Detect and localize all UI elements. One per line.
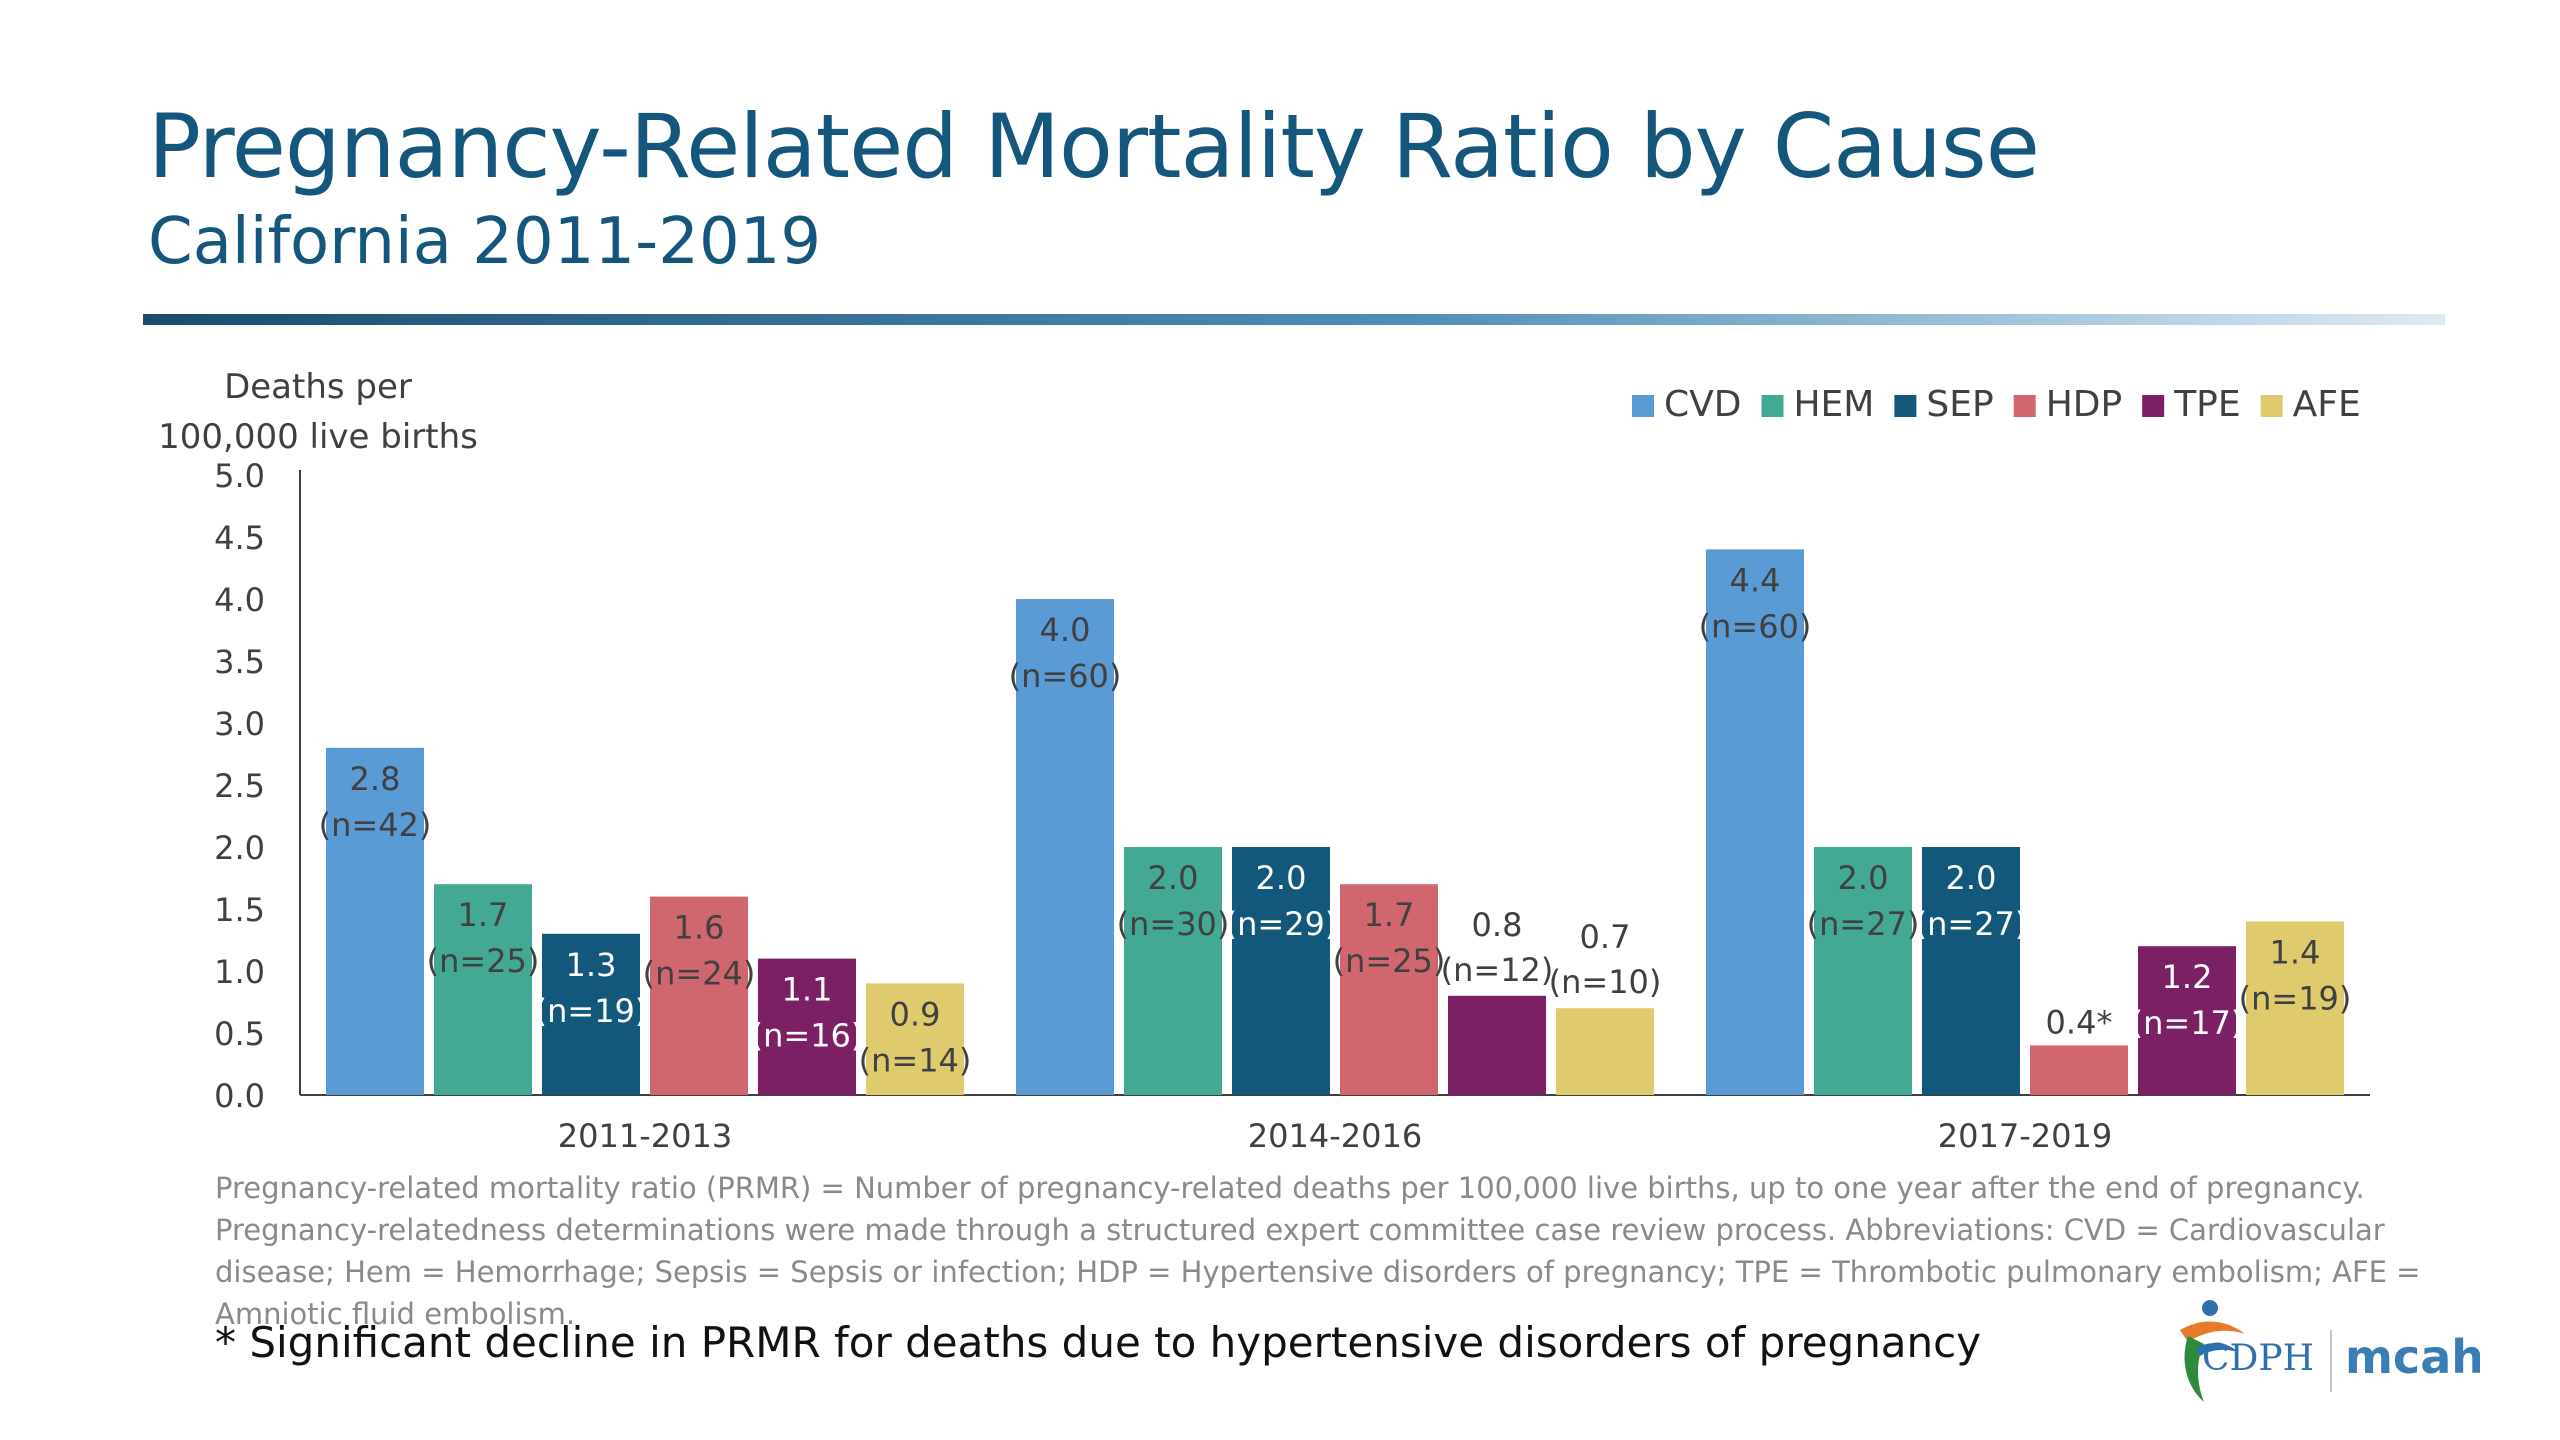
legend-label-sep: SEP [1926, 384, 1993, 425]
title-divider [143, 314, 2445, 325]
count-label: (n=10) [1549, 963, 1662, 1001]
data-label: 1.4 [2270, 933, 2321, 971]
data-label: 1.1 [782, 971, 833, 1009]
data-label: 0.8 [1472, 906, 1523, 944]
count-label: (n=25) [1333, 942, 1446, 980]
bar-chart: Deaths per 100,000 live births 0.0 0.5 1.0 1.… [158, 367, 2370, 1155]
data-label: 0.4* [2046, 1003, 2113, 1041]
count-label: (n=27) [1807, 905, 1920, 943]
data-label: 1.2 [2162, 958, 2213, 996]
cdph-logo-text: CDPH [2202, 1338, 2314, 1379]
bar-hem [1124, 847, 1222, 1095]
count-label: (n=60) [1699, 607, 1812, 645]
legend-label-cvd: CVD [1664, 384, 1741, 425]
count-label: (n=25) [427, 942, 540, 980]
bar-sep [542, 933, 640, 1095]
bar-tpe [1448, 995, 1546, 1095]
bar-hem [1814, 847, 1912, 1095]
y-tick-label: 0.0 [214, 1077, 265, 1115]
bar-afe [1556, 1008, 1654, 1095]
data-label: 4.0 [1040, 611, 1091, 649]
count-label: (n=27) [1915, 905, 2028, 943]
bar-afe [2246, 921, 2344, 1095]
bar-sep [1922, 847, 2020, 1095]
data-label: 2.8 [350, 760, 401, 798]
x-tick-label: 2014-2016 [1248, 1117, 1422, 1155]
legend-label-afe: AFE [2293, 384, 2361, 425]
legend-label-hdp: HDP [2046, 384, 2123, 425]
data-label: 1.3 [566, 946, 617, 984]
bar-cvd [1016, 599, 1114, 1095]
count-label: (n=30) [1117, 905, 1230, 943]
cdph-mcah-logo: CDPH mcah [2180, 1300, 2480, 1402]
data-label: 2.0 [1256, 859, 1307, 897]
y-axis-title: Deaths per [224, 367, 412, 407]
bar-hdp [2030, 1045, 2128, 1095]
y-tick-label: 3.5 [214, 643, 265, 681]
x-tick-label: 2017-2019 [1938, 1117, 2112, 1155]
mcah-logo-text: mcah [2345, 1330, 2480, 1384]
bar-hdp [650, 896, 748, 1095]
significance-footnote: * Significant decline in PRMR for deaths… [215, 1318, 1982, 1367]
bar-hdp [1340, 884, 1438, 1095]
bar-afe [866, 983, 964, 1095]
count-label: (n=19) [535, 992, 648, 1030]
count-label: (n=29) [1225, 905, 1338, 943]
count-label: (n=17) [2131, 1004, 2244, 1042]
logo-divider [2330, 1330, 2332, 1392]
legend-label-hem: HEM [1793, 384, 1874, 425]
y-tick-label: 4.5 [214, 519, 265, 557]
data-label: 4.4 [1730, 561, 1781, 599]
page-title: Pregnancy-Related Mortality Ratio by Cau… [148, 95, 2040, 198]
bar-hem [434, 884, 532, 1095]
page-subtitle: California 2011-2019 [148, 205, 822, 279]
legend-swatch-hem [1761, 395, 1784, 417]
count-label: (n=19) [2239, 979, 2352, 1017]
bar-cvd [1706, 549, 1804, 1095]
data-label: 0.7 [1580, 918, 1631, 956]
legend-swatch-tpe [2142, 395, 2165, 417]
count-label: (n=60) [1009, 657, 1122, 695]
y-axis-title: 100,000 live births [158, 417, 478, 457]
y-tick-label: 0.5 [214, 1015, 265, 1053]
chart-caption: Pregnancy-related mortality ratio (PRMR)… [215, 1171, 2421, 1331]
legend-swatch-hdp [2013, 395, 2036, 417]
y-tick-label: 1.5 [214, 891, 265, 929]
legend-swatch-cvd [1632, 395, 1654, 417]
legend-swatch-afe [2260, 395, 2283, 417]
y-tick-label: 1.0 [214, 953, 265, 991]
y-tick-label: 4.0 [214, 581, 265, 619]
count-label: (n=42) [319, 806, 432, 844]
legend-swatch-sep [1894, 395, 1917, 417]
legend-label-tpe: TPE [2173, 384, 2240, 425]
data-label: 1.7 [458, 896, 509, 934]
y-tick-label: 3.0 [214, 705, 265, 743]
x-tick-label: 2011-2013 [558, 1117, 732, 1155]
data-label: 2.0 [1946, 859, 1997, 897]
bar-cvd [326, 747, 424, 1095]
y-tick-label: 5.0 [214, 457, 265, 495]
data-label: 2.0 [1148, 859, 1199, 897]
data-label: 0.9 [890, 995, 941, 1033]
count-label: (n=24) [643, 955, 756, 993]
bar-sep [1232, 847, 1330, 1095]
data-label: 2.0 [1838, 859, 1889, 897]
data-label: 1.6 [674, 909, 725, 947]
count-label: (n=16) [751, 1017, 864, 1055]
count-label: (n=14) [859, 1041, 972, 1079]
data-label: 1.7 [1364, 896, 1415, 934]
count-label: (n=12) [1441, 951, 1554, 989]
y-tick-label: 2.5 [214, 767, 265, 805]
cdph-figure-icon [2180, 1300, 2245, 1402]
bar-tpe [758, 958, 856, 1095]
y-tick-label: 2.0 [214, 829, 265, 867]
bar-tpe [2138, 946, 2236, 1095]
